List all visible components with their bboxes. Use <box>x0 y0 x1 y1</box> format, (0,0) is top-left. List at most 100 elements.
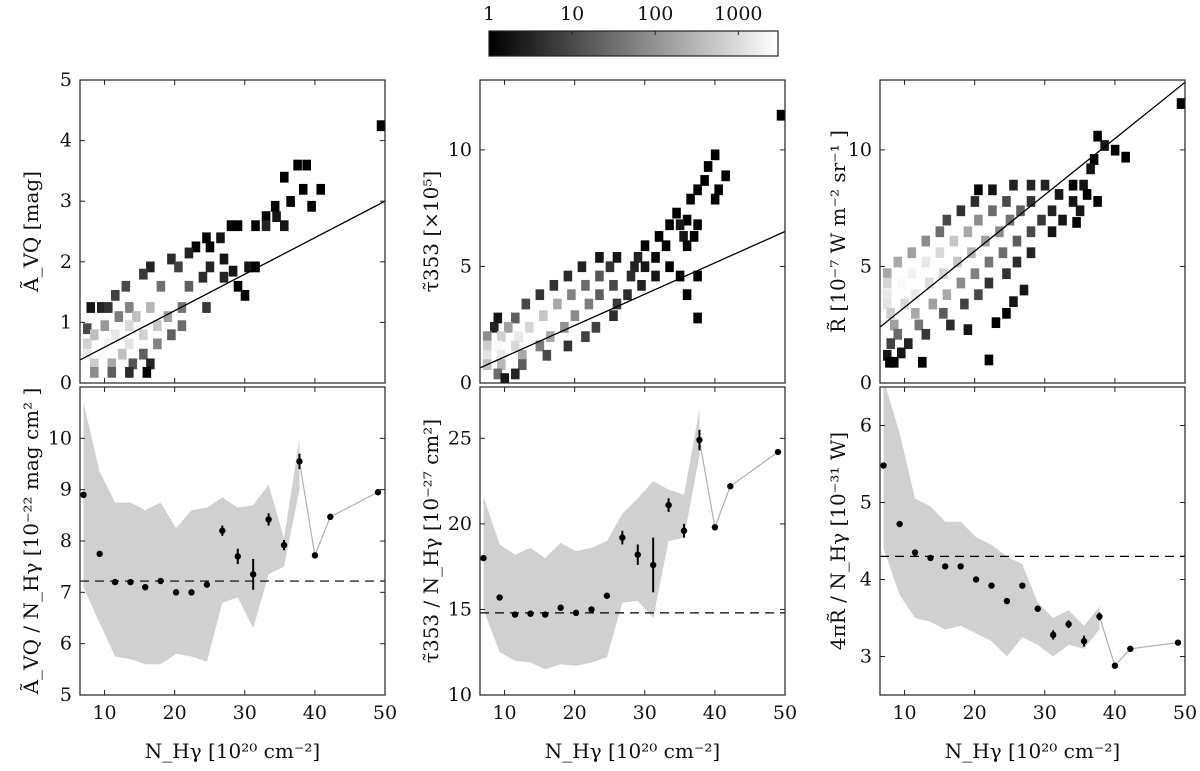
heatmap-cell <box>280 171 289 183</box>
colorbar-tick-label: 10 <box>560 3 584 25</box>
heatmap-cell <box>111 289 120 301</box>
heatmap-cell <box>226 220 236 232</box>
data-point <box>696 436 703 444</box>
data-point <box>234 553 241 560</box>
uncertainty-band <box>483 409 700 670</box>
heatmap-cell <box>956 277 966 289</box>
heatmap-cell <box>104 302 113 313</box>
heatmap-cell <box>679 231 688 242</box>
data-point <box>911 549 919 556</box>
heatmap-cell <box>104 338 113 350</box>
heatmap-cell <box>82 323 92 335</box>
heatmap-cell <box>689 231 699 242</box>
data-point <box>927 554 934 562</box>
data-point <box>603 592 611 599</box>
plot-area <box>880 387 1185 669</box>
heatmap-cell <box>682 214 692 226</box>
data-point <box>327 513 334 521</box>
heatmap-cell <box>97 302 106 313</box>
heatmap-cell <box>125 366 134 378</box>
x-tick-label: 20 <box>563 702 587 724</box>
heatmap-cell <box>121 280 131 292</box>
heatmap-cell <box>1012 235 1022 247</box>
x-tick-label: 50 <box>773 702 797 724</box>
y-tick-label: 3 <box>60 190 72 212</box>
data-point <box>972 576 980 583</box>
heatmap-cell <box>97 348 106 360</box>
heatmap-cell <box>219 271 229 283</box>
data-point <box>511 611 519 618</box>
x-tick-label: 10 <box>892 702 916 724</box>
heatmap-cell <box>1176 98 1185 109</box>
data-point <box>172 589 180 596</box>
heatmap-cell <box>1026 179 1036 191</box>
heatmap-cell <box>591 321 601 333</box>
heatmap-cell <box>651 252 660 263</box>
data-point <box>249 571 257 578</box>
heatmap-cell <box>882 349 892 361</box>
heatmap-cell <box>897 277 906 289</box>
panel-top-middle: 0 5 10τ̃353 [×10⁵] <box>419 79 786 394</box>
heatmap-cell <box>595 289 604 301</box>
y-axis-label: Ã_VQ / N_Hγ [10⁻²² mag cm² ] <box>19 388 43 696</box>
heatmap-cell <box>675 219 685 231</box>
heatmap-cell <box>514 331 524 343</box>
heatmap-cell <box>640 261 650 273</box>
heatmap-cell <box>219 253 229 265</box>
y-tick-label: 4 <box>860 569 872 591</box>
data-point <box>527 610 534 617</box>
heatmap-cell <box>298 183 308 195</box>
heatmap-cell <box>654 231 664 242</box>
heatmap-cell <box>637 279 646 291</box>
heatmap-cell <box>889 319 899 331</box>
heatmap-cell <box>921 235 931 247</box>
heatmap-cell <box>563 270 573 282</box>
heatmap-cell <box>626 270 636 282</box>
data-point <box>634 551 641 558</box>
colorbar-gradient <box>489 31 778 56</box>
data-point <box>1019 582 1026 589</box>
heatmap-cell <box>974 184 983 196</box>
heatmap-cell <box>118 348 127 360</box>
heatmap-cell <box>228 265 238 277</box>
y-tick-label: 0 <box>860 372 872 394</box>
heatmap-cell <box>272 211 281 223</box>
heatmap-cell <box>521 298 531 310</box>
x-tick-label: 40 <box>703 702 727 724</box>
heatmap-cell <box>1002 196 1011 207</box>
colorbar-tick-label: 1 <box>483 3 495 25</box>
heatmap-cell <box>1068 196 1078 207</box>
heatmap-cell <box>882 277 892 289</box>
heatmap-cell <box>998 247 1008 259</box>
data-point <box>280 541 288 549</box>
heatmap-cell <box>270 200 280 212</box>
heatmap-cell <box>984 256 994 268</box>
heatmap-cell <box>907 247 917 259</box>
x-tick-label: 50 <box>1173 702 1197 724</box>
heatmap-cell <box>921 328 931 340</box>
heatmap-cell <box>953 256 962 268</box>
colorbar-tick-label: 100 <box>637 3 673 25</box>
y-tick-label: 2 <box>60 251 72 273</box>
heatmap-cell <box>1086 163 1095 175</box>
heatmap-cell <box>1100 140 1109 151</box>
y-axis-label: R̃ [10⁻⁷ W m⁻² sr⁻¹ ] <box>826 130 850 333</box>
x-tick-label: 20 <box>963 702 987 724</box>
heatmap-cell <box>921 256 931 268</box>
heatmap-cell <box>693 270 702 282</box>
fit-line <box>480 230 785 369</box>
tail-line <box>698 439 779 530</box>
heatmap-cell <box>1089 154 1099 165</box>
heatmap-cell <box>1005 214 1015 226</box>
heatmap-cell <box>153 320 162 332</box>
heatmap-cell <box>612 298 622 310</box>
heatmap-cell <box>107 358 117 370</box>
heatmap-cell <box>595 252 604 263</box>
heatmap-cell <box>489 321 499 333</box>
heatmap-cell <box>665 219 674 231</box>
heatmap-cell <box>553 298 562 310</box>
heatmap-cell <box>125 338 134 350</box>
data-point <box>988 582 995 589</box>
heatmap-cell <box>497 331 506 343</box>
data-point <box>542 611 549 618</box>
